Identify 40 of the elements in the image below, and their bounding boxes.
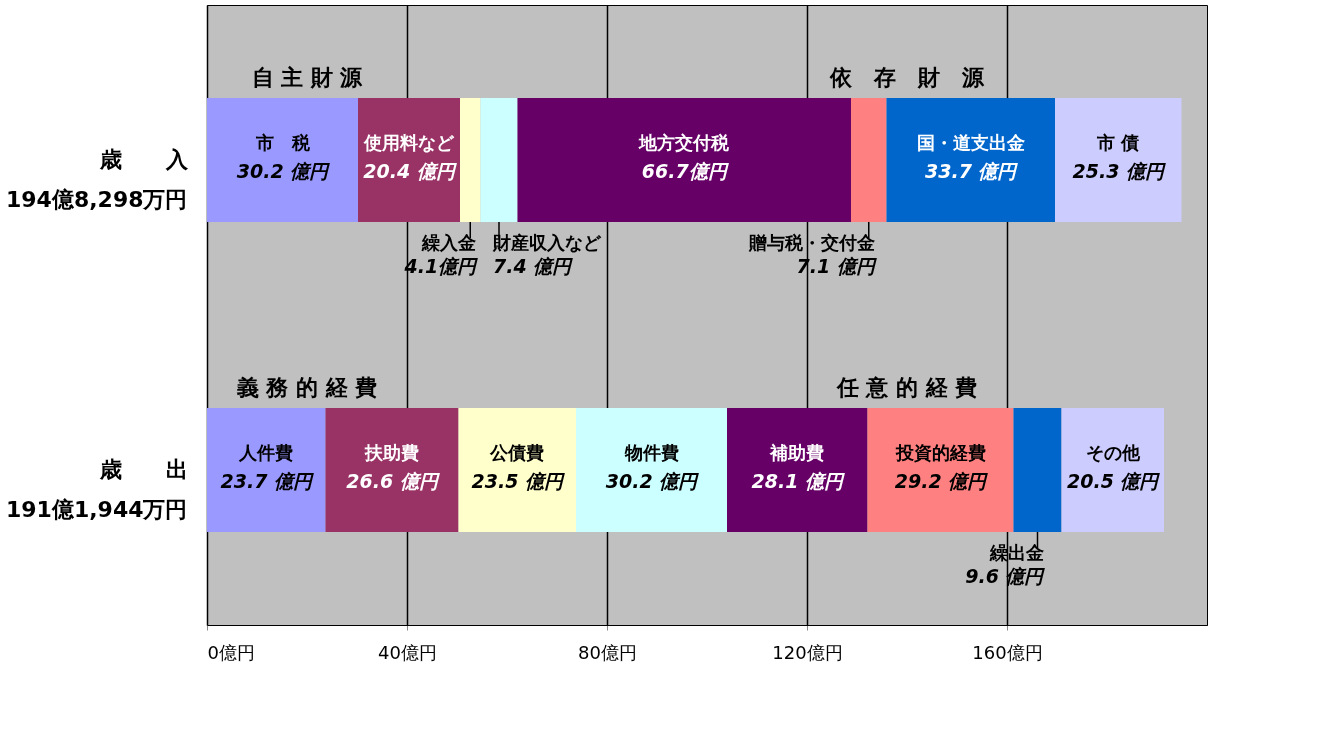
- x-tick-label: 80億円: [578, 641, 637, 663]
- series-label: 市 債: [1096, 132, 1140, 153]
- y-tick-label: 歳 出 191億1,944万円: [5, 457, 188, 522]
- series-label: 使用料など: [363, 132, 455, 153]
- annotation: 義 務 的 経 費: [235, 375, 378, 400]
- series-label: 贈与税・交付金: [747, 232, 875, 253]
- data-label: 30.2 億円: [605, 470, 700, 492]
- annotation: 任 意 的 経 費: [835, 375, 978, 400]
- annotation: 依 存 財 源: [829, 65, 985, 90]
- data-label: 66.7億円: [641, 160, 729, 182]
- series-label: 地方交付税: [638, 132, 731, 153]
- data-label: 26.6 億円: [346, 470, 440, 492]
- series-label: 投資的経費: [894, 442, 986, 463]
- data-label: 25.3 億円: [1072, 160, 1166, 182]
- data-label: 20.5 億円: [1067, 470, 1161, 492]
- y-tick-label: 歳 入 194億8,298万円: [5, 147, 189, 212]
- data-label: 33.7 億円: [925, 160, 1019, 182]
- series-label: 国・道支出金: [916, 132, 1025, 153]
- series-label: 市 税: [254, 132, 311, 153]
- x-tick-label: 40億円: [378, 641, 437, 663]
- data-label: 23.5 億円: [471, 470, 565, 492]
- data-label: 20.4 億円: [363, 160, 457, 182]
- annotation: 自 主 財 源: [251, 65, 364, 90]
- data-label: 7.4 億円: [493, 255, 574, 277]
- series-label: 繰入金: [421, 232, 477, 253]
- series-label: 補助費: [769, 442, 825, 463]
- data-label: 23.7 億円: [220, 470, 314, 492]
- series-label: 公債費: [489, 442, 545, 463]
- x-tick-label: 0億円: [207, 641, 255, 663]
- series-label: その他: [1085, 442, 1141, 463]
- data-label: 28.1 億円: [751, 470, 845, 492]
- series-label: 繰出金: [988, 542, 1044, 563]
- x-tick-label: 160億円: [972, 641, 1043, 663]
- data-label: 29.2 億円: [894, 470, 989, 492]
- x-tick-label: 120億円: [772, 641, 843, 663]
- series-label: 扶助費: [364, 442, 419, 463]
- series-label: 人件費: [238, 442, 294, 463]
- series-label: 物件費: [623, 442, 679, 463]
- data-label: 30.2 億円: [236, 160, 331, 182]
- series-label: 財産収入など: [492, 232, 602, 253]
